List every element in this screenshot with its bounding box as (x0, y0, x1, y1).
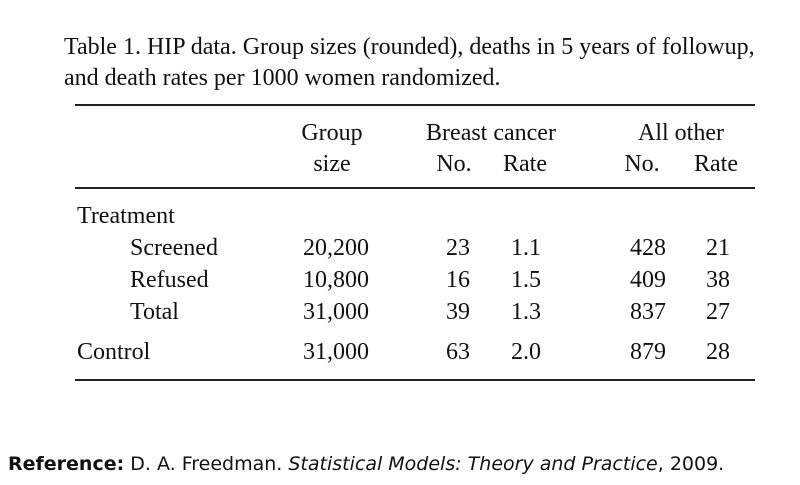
table-caption: Table 1. HIP data. Group sizes (rounded)… (64, 34, 755, 91)
table-bottom-rule (75, 379, 755, 381)
reference-author: D. A. Freedman. (130, 453, 283, 475)
row-label-treatment: Treatment (77, 203, 175, 229)
reference-title: Statistical Models: Theory and Practice (288, 453, 658, 475)
cell-total-group-size: 31,000 (303, 299, 369, 325)
cell-screened-other-no: 428 (630, 235, 666, 261)
row-label-screened: Screened (130, 235, 218, 261)
cell-refused-group-size: 10,800 (303, 267, 369, 293)
table-top-rule (75, 104, 755, 106)
cell-control-bc-rate: 2.0 (511, 339, 541, 365)
reference-year: , 2009. (657, 453, 725, 475)
cell-screened-bc-rate: 1.1 (511, 235, 541, 261)
cell-refused-other-no: 409 (630, 267, 666, 293)
cell-total-bc-rate: 1.3 (511, 299, 541, 325)
header-bc-rate: Rate (503, 151, 547, 177)
cell-total-bc-no: 39 (446, 299, 470, 325)
header-breast-cancer: Breast cancer (426, 120, 556, 146)
header-other-no: No. (624, 151, 660, 177)
cell-total-other-no: 837 (630, 299, 666, 325)
cell-control-group-size: 31,000 (303, 339, 369, 365)
cell-total-other-rate: 27 (706, 299, 730, 325)
row-label-control: Control (77, 339, 151, 365)
row-label-total: Total (130, 299, 179, 325)
header-bc-no: No. (436, 151, 472, 177)
table-header-rule (75, 187, 755, 189)
cell-refused-other-rate: 38 (706, 267, 730, 293)
cell-refused-bc-no: 16 (446, 267, 470, 293)
header-other-rate: Rate (694, 151, 738, 177)
cell-screened-bc-no: 23 (446, 235, 470, 261)
row-label-refused: Refused (130, 267, 209, 293)
cell-control-other-rate: 28 (706, 339, 730, 365)
reference-line: Reference: D. A. Freedman. Statistical M… (8, 451, 724, 477)
cell-screened-group-size: 20,200 (303, 235, 369, 261)
header-all-other: All other (638, 120, 724, 146)
header-group-size-line2: size (313, 151, 351, 177)
header-group-size-line1: Group (301, 120, 363, 146)
cell-screened-other-rate: 21 (706, 235, 730, 261)
reference-label: Reference: (8, 453, 125, 475)
cell-control-other-no: 879 (630, 339, 666, 365)
cell-refused-bc-rate: 1.5 (511, 267, 541, 293)
cell-control-bc-no: 63 (446, 339, 470, 365)
